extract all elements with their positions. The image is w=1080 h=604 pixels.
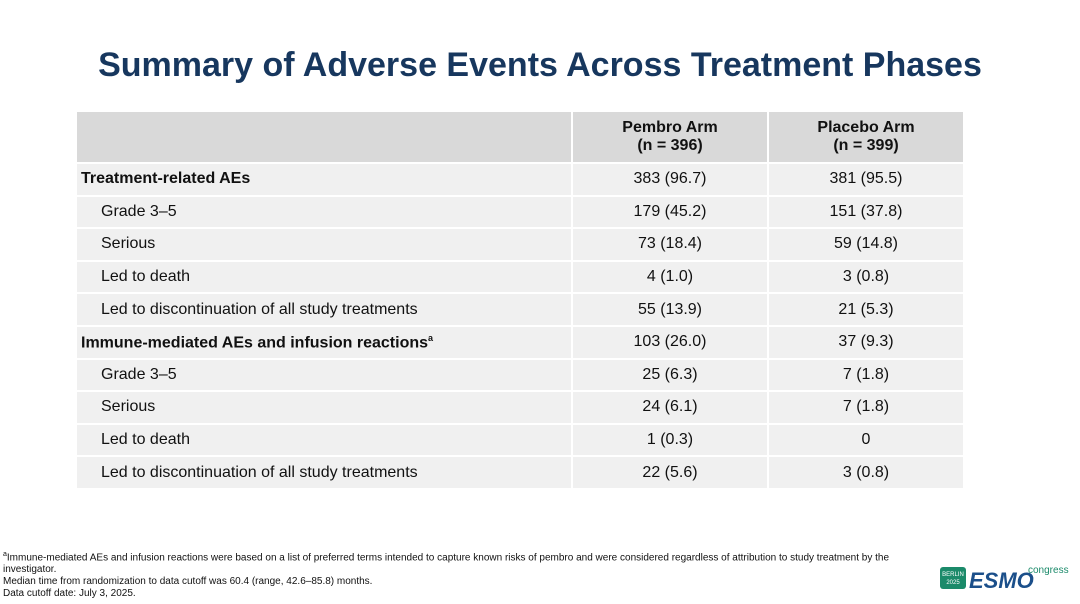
column-name: Pembro Arm: [622, 119, 718, 136]
sub-row: Led to death 4 (1.0) 3 (0.8): [77, 261, 963, 293]
cell-value: 22 (5.6): [573, 457, 767, 488]
footnote-line: Median time from randomization to data c…: [3, 576, 933, 588]
cell-value: 59 (14.8): [769, 229, 963, 260]
cell-value: 1 (0.3): [573, 424, 767, 456]
cell-value: 103 (26.0): [573, 326, 767, 358]
cell-value: 21 (5.3): [769, 294, 963, 325]
cell-value: 3 (0.8): [769, 261, 963, 293]
cell-value: 37 (9.3): [769, 326, 963, 358]
row-label: Led to death: [77, 424, 571, 456]
sub-row: Serious 73 (18.4) 59 (14.8): [77, 229, 963, 260]
row-label: Led to discontinuation of all study trea…: [77, 457, 571, 488]
footnote-marker: a: [3, 551, 7, 558]
cell-value: 383 (96.7): [573, 164, 767, 195]
logo-suffix: congress: [1028, 565, 1069, 576]
logo-city: BERLIN: [942, 572, 964, 578]
logo-year: 2025: [946, 580, 960, 586]
cell-value: 4 (1.0): [573, 261, 767, 293]
section-row: Treatment-related AEs 383 (96.7) 381 (95.5…: [77, 164, 963, 195]
section-label: Immune-mediated AEs and infusion reactio…: [77, 326, 571, 358]
ae-table: Pembro Arm (n = 396) Placebo Arm (n = 399) …: [75, 110, 965, 490]
section-row: Immune-mediated AEs and infusion reactio…: [77, 326, 963, 358]
logo-brand: ESMO: [969, 568, 1034, 591]
section-label: Treatment-related AEs: [77, 164, 571, 195]
footnote-text: Data cutoff date: July 3, 2025.: [3, 588, 136, 600]
column-header: Placebo Arm (n = 399): [769, 112, 963, 162]
cell-value: 25 (6.3): [573, 359, 767, 391]
section-label-text: Immune-mediated AEs and infusion reactio…: [81, 333, 429, 351]
footnote-text: Median time from randomization to data c…: [3, 576, 373, 588]
section-label-text: Treatment-related AEs: [81, 170, 251, 188]
blank-header: [77, 112, 571, 162]
table-body: Treatment-related AEs 383 (96.7) 381 (95.5…: [77, 164, 963, 488]
cell-value: 55 (13.9): [573, 294, 767, 325]
column-name: Placebo Arm: [817, 119, 915, 136]
footnote-text: Immune-mediated AEs and infusion reactio…: [3, 552, 890, 576]
footnotes: aImmune-mediated AEs and infusion reacti…: [3, 549, 933, 600]
sub-row: Led to discontinuation of all study trea…: [77, 294, 963, 325]
row-label: Serious: [77, 392, 571, 423]
cell-value: 381 (95.5): [769, 164, 963, 195]
row-label: Grade 3–5: [77, 359, 571, 391]
cell-value: 3 (0.8): [769, 457, 963, 488]
sub-row: Serious 24 (6.1) 7 (1.8): [77, 392, 963, 423]
sub-row: Led to death 1 (0.3) 0: [77, 424, 963, 456]
footnote-line: aImmune-mediated AEs and infusion reacti…: [3, 549, 933, 576]
column-header: Pembro Arm (n = 396): [573, 112, 767, 162]
row-label: Led to death: [77, 261, 571, 293]
cell-value: 7 (1.8): [769, 359, 963, 391]
footnote-line: Data cutoff date: July 3, 2025.: [3, 588, 933, 600]
column-n: (n = 399): [833, 137, 899, 154]
sub-row: Grade 3–5 179 (45.2) 151 (37.8): [77, 196, 963, 228]
row-label: Led to discontinuation of all study trea…: [77, 294, 571, 325]
cell-value: 73 (18.4): [573, 229, 767, 260]
logo: BERLIN 2025 ESMO congress: [940, 565, 1069, 591]
sub-row: Grade 3–5 25 (6.3) 7 (1.8): [77, 359, 963, 391]
cell-value: 151 (37.8): [769, 196, 963, 228]
sub-row: Led to discontinuation of all study trea…: [77, 457, 963, 488]
header-row: Pembro Arm (n = 396) Placebo Arm (n = 399): [77, 112, 963, 162]
column-n: (n = 396): [637, 137, 703, 154]
cell-value: 0: [769, 424, 963, 456]
footnote-ref: a: [428, 332, 434, 343]
cell-value: 7 (1.8): [769, 392, 963, 423]
row-label: Serious: [77, 229, 571, 260]
row-label: Grade 3–5: [77, 196, 571, 228]
logo-badge: [940, 567, 966, 589]
cell-value: 24 (6.1): [573, 392, 767, 423]
cell-value: 179 (45.2): [573, 196, 767, 228]
slide-title: Summary of Adverse Events Across Treatme…: [98, 46, 982, 84]
